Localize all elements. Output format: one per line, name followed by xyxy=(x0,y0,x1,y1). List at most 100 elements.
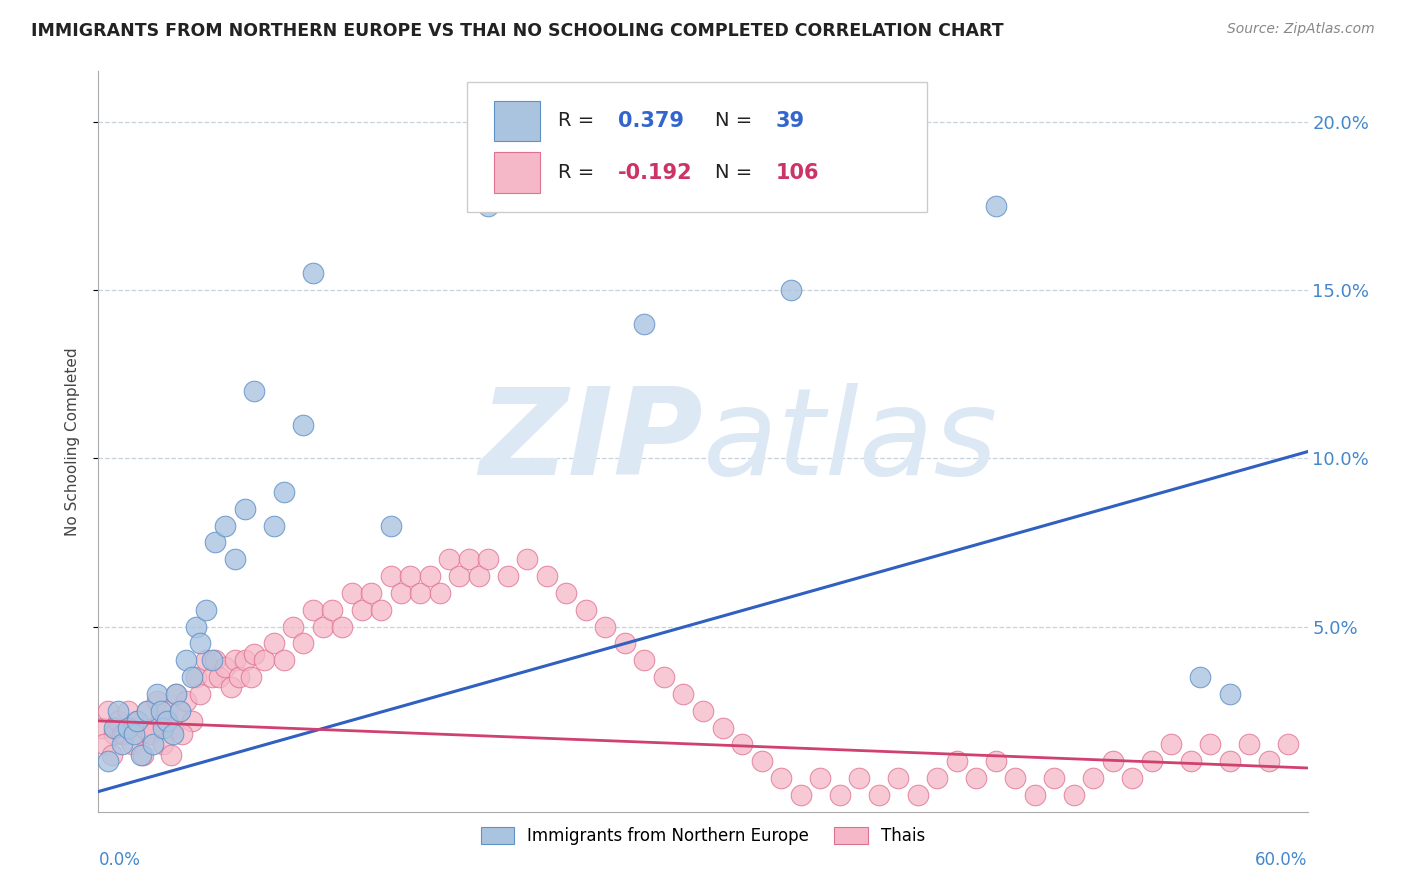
Point xyxy=(139,727,162,741)
Text: Source: ZipAtlas.com: Source: ZipAtlas.com xyxy=(1227,22,1375,37)
Point xyxy=(131,747,153,762)
Legend: Immigrants from Northern Europe, Thais: Immigrants from Northern Europe, Thais xyxy=(474,820,932,852)
Text: 0.379: 0.379 xyxy=(619,111,685,131)
Point xyxy=(477,552,499,566)
FancyBboxPatch shape xyxy=(494,153,540,194)
Point xyxy=(419,569,441,583)
Point xyxy=(122,727,145,741)
Point xyxy=(200,670,222,684)
Point xyxy=(112,727,135,741)
Point xyxy=(273,653,295,667)
Point xyxy=(194,603,217,617)
Point xyxy=(93,738,115,752)
Point xyxy=(136,704,159,718)
Point xyxy=(731,738,754,752)
Text: 0.0%: 0.0% xyxy=(98,851,141,869)
Point xyxy=(711,721,734,735)
Point xyxy=(633,653,655,667)
Point xyxy=(1257,754,1279,768)
Point xyxy=(273,485,295,500)
Point xyxy=(172,727,194,741)
Point xyxy=(1140,754,1163,768)
Point xyxy=(117,704,139,718)
Point xyxy=(1160,738,1182,752)
Text: -0.192: -0.192 xyxy=(619,162,693,183)
Point xyxy=(350,603,373,617)
Point xyxy=(165,687,187,701)
Point xyxy=(111,738,134,752)
Point xyxy=(97,704,120,718)
Point xyxy=(188,636,211,650)
Point xyxy=(1043,771,1066,785)
Point xyxy=(965,771,987,785)
Point xyxy=(263,518,285,533)
Point xyxy=(283,619,305,633)
Text: 60.0%: 60.0% xyxy=(1256,851,1308,869)
Point xyxy=(1081,771,1104,785)
Point xyxy=(152,738,174,752)
Point xyxy=(169,704,191,718)
Point xyxy=(389,586,412,600)
Point xyxy=(149,714,172,728)
Y-axis label: No Schooling Completed: No Schooling Completed xyxy=(65,347,80,536)
Point xyxy=(159,747,181,762)
Point xyxy=(200,653,222,667)
Point xyxy=(467,569,489,583)
Point xyxy=(162,721,184,735)
Point xyxy=(292,417,315,432)
FancyBboxPatch shape xyxy=(494,101,540,141)
Point xyxy=(370,603,392,617)
Point xyxy=(751,754,773,768)
Point xyxy=(103,727,125,741)
Point xyxy=(672,687,695,701)
Point xyxy=(107,714,129,728)
Point xyxy=(219,680,242,694)
Point xyxy=(614,636,637,650)
Point xyxy=(204,535,226,549)
Point xyxy=(330,619,353,633)
Point xyxy=(224,552,246,566)
Point xyxy=(1024,788,1046,802)
Text: 39: 39 xyxy=(776,111,804,131)
Point xyxy=(633,317,655,331)
Point xyxy=(149,704,172,718)
Text: N =: N = xyxy=(716,112,759,130)
Point xyxy=(302,266,325,280)
Point xyxy=(595,619,617,633)
Point xyxy=(208,670,231,684)
Point xyxy=(984,199,1007,213)
Point xyxy=(228,670,250,684)
Point xyxy=(449,569,471,583)
Point xyxy=(146,687,169,701)
Point xyxy=(828,788,851,802)
Point xyxy=(652,670,675,684)
Point xyxy=(945,754,967,768)
Text: N =: N = xyxy=(716,163,759,182)
Point xyxy=(263,636,285,650)
Point xyxy=(156,714,179,728)
Point xyxy=(214,518,236,533)
Point xyxy=(1237,738,1260,752)
Point xyxy=(233,653,256,667)
Point xyxy=(121,738,143,752)
Point xyxy=(439,552,461,566)
FancyBboxPatch shape xyxy=(467,82,927,212)
Point xyxy=(142,721,165,735)
Point xyxy=(127,714,149,728)
Point xyxy=(131,727,153,741)
Point xyxy=(132,747,155,762)
Point xyxy=(925,771,948,785)
Point xyxy=(174,694,197,708)
Point xyxy=(429,586,451,600)
Point xyxy=(1063,788,1085,802)
Point xyxy=(887,771,910,785)
Point xyxy=(496,569,519,583)
Point xyxy=(1101,754,1123,768)
Point xyxy=(516,552,538,566)
Point xyxy=(340,586,363,600)
Point xyxy=(224,653,246,667)
Text: ZIP: ZIP xyxy=(479,383,703,500)
Point xyxy=(292,636,315,650)
Point xyxy=(321,603,343,617)
Point xyxy=(1121,771,1143,785)
